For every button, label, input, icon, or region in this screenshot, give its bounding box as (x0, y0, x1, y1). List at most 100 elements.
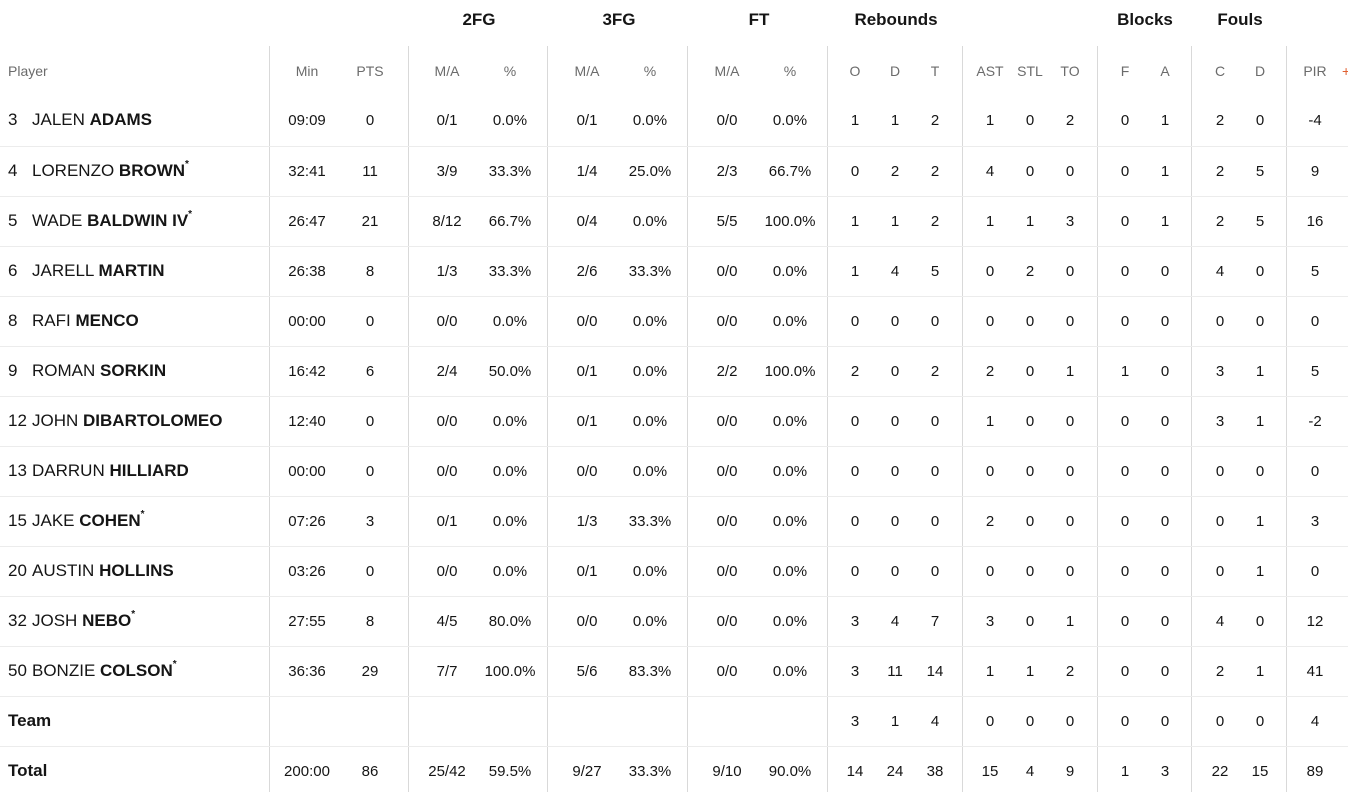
player-number: 32 (8, 611, 27, 630)
player-row: 9 ROMAN SORKIN 16:42 6 2/4 50.0% 0/1 0.0% 2/2 100… (0, 346, 1348, 397)
column-header-blocks-against[interactable]: A (1160, 63, 1170, 79)
column-header-ft-pct[interactable]: % (783, 63, 797, 79)
stat-pir: 0 (1310, 563, 1320, 580)
stat-pir: 9 (1310, 163, 1320, 180)
stat-steals: 0 (1025, 463, 1035, 480)
stat-blocks-against: 1 (1160, 112, 1170, 129)
player-first-name: DARRUN (32, 461, 105, 480)
player-name-link[interactable]: 12 JOHN DIBARTOLOMEO (8, 411, 222, 431)
stat-2fg-made-attempted: 1/3 (436, 263, 458, 280)
stat-reb-defensive: 24 (886, 763, 904, 780)
player-name-link[interactable]: 6 JARELL MARTIN (8, 261, 165, 281)
stat-turnovers: 1 (1065, 363, 1075, 380)
stat-blocks-against: 1 (1160, 213, 1170, 230)
player-name-link[interactable]: 4 LORENZO BROWN* (8, 159, 189, 181)
stat-pir: 41 (1306, 663, 1324, 680)
stat-2fg-made-attempted: 0/0 (436, 463, 458, 480)
stat-steals: 0 (1025, 713, 1035, 730)
stat-turnovers: 0 (1065, 713, 1075, 730)
column-header-player[interactable]: Player (8, 63, 48, 79)
stat-reb-defensive: 0 (890, 313, 900, 330)
column-header-turnovers[interactable]: TO (1060, 63, 1080, 79)
stat-2fg-pct: 0.0% (492, 313, 528, 330)
stat-steals: 2 (1025, 263, 1035, 280)
stat-min: 26:47 (288, 213, 326, 230)
stat-blocks-for: 1 (1120, 363, 1130, 380)
column-header-ft-made-attempted[interactable]: M/A (714, 63, 740, 79)
column-header-3fg-pct[interactable]: % (643, 63, 657, 79)
column-header-pts[interactable]: PTS (356, 63, 384, 79)
player-name-link[interactable]: 8 RAFI MENCO (8, 311, 139, 331)
player-name-link[interactable]: 5 WADE BALDWIN IV* (8, 209, 192, 231)
stat-fouls-drawn: 5 (1255, 163, 1265, 180)
stat-fouls-committed: 0 (1215, 563, 1225, 580)
group-title-ft: FT (748, 10, 770, 29)
column-header-2fg-made-attempted[interactable]: M/A (434, 63, 460, 79)
stat-turnovers: 0 (1065, 563, 1075, 580)
column-header-min[interactable]: Min (295, 63, 319, 79)
stat-3fg-made-attempted: 5/6 (576, 663, 598, 680)
player-name-link[interactable]: 50 BONZIE COLSON* (8, 659, 177, 681)
stat-fouls-committed: 2 (1215, 213, 1225, 230)
stat-ft-pct: 0.0% (772, 263, 808, 280)
player-name-link[interactable]: 20 AUSTIN HOLLINS (8, 561, 174, 581)
stat-fouls-committed: 0 (1215, 713, 1225, 730)
stat-fouls-drawn: 0 (1255, 112, 1265, 129)
column-header-steals[interactable]: STL (1017, 63, 1043, 79)
stat-3fg-pct: 25.0% (628, 163, 672, 180)
stat-min: 32:41 (288, 163, 326, 180)
stat-3fg-made-attempted: 0/1 (576, 363, 598, 380)
stat-reb-offensive: 0 (850, 313, 860, 330)
column-header-reb-total[interactable]: T (930, 63, 940, 79)
player-number: 15 (8, 511, 27, 530)
stat-assists: 0 (985, 463, 995, 480)
stat-blocks-for: 0 (1120, 263, 1130, 280)
stat-fouls-drawn: 1 (1255, 413, 1265, 430)
column-header-3fg-made-attempted[interactable]: M/A (574, 63, 600, 79)
stat-reb-total: 0 (930, 513, 940, 530)
stat-reb-total: 0 (930, 313, 940, 330)
player-name-link[interactable]: 13 DARRUN HILLIARD (8, 461, 189, 481)
stat-fouls-committed: 2 (1215, 163, 1225, 180)
stat-reb-offensive: 1 (850, 112, 860, 129)
column-header-reb-defensive[interactable]: D (889, 63, 901, 79)
stat-steals: 0 (1025, 613, 1035, 630)
player-name-link[interactable]: 3 JALEN ADAMS (8, 110, 152, 130)
column-header-pir[interactable]: PIR (1303, 63, 1327, 79)
stat-assists: 1 (985, 112, 995, 129)
stat-min: 26:38 (288, 263, 326, 280)
stat-pir: 5 (1310, 263, 1320, 280)
stat-reb-offensive: 0 (850, 413, 860, 430)
stat-reb-offensive: 0 (850, 163, 860, 180)
stat-pts: 21 (361, 213, 379, 230)
player-name-link[interactable]: 32 JOSH NEBO* (8, 609, 135, 631)
player-name-link[interactable]: 15 JAKE COHEN* (8, 509, 145, 531)
stat-3fg-made-attempted: 0/0 (576, 463, 598, 480)
stat-2fg-made-attempted: 0/1 (436, 513, 458, 530)
stat-turnovers: 0 (1065, 463, 1075, 480)
stat-reb-defensive: 0 (890, 563, 900, 580)
stat-fouls-committed: 0 (1215, 313, 1225, 330)
column-header-assists[interactable]: AST (976, 63, 1004, 79)
group-title-2fg: 2FG (462, 10, 496, 29)
stat-assists: 15 (981, 763, 999, 780)
column-header-blocks-for[interactable]: F (1120, 63, 1130, 79)
stat-fouls-drawn: 1 (1255, 663, 1265, 680)
column-header-fouls-drawn[interactable]: D (1254, 63, 1266, 79)
player-name-link[interactable]: 9 ROMAN SORKIN (8, 361, 166, 381)
player-first-name: JOHN (32, 411, 79, 430)
column-header-reb-offensive[interactable]: O (849, 63, 861, 79)
stat-fouls-drawn: 0 (1255, 313, 1265, 330)
player-number: 8 (8, 311, 18, 330)
stat-blocks-against: 0 (1160, 413, 1170, 430)
player-last-name: HOLLINS (99, 561, 174, 580)
column-header-2fg-pct[interactable]: % (503, 63, 517, 79)
stat-min: 00:00 (288, 463, 326, 480)
stat-assists: 4 (985, 163, 995, 180)
more-columns-icon[interactable]: + (1342, 63, 1348, 79)
stat-pts: 86 (361, 763, 379, 780)
column-header-fouls-committed[interactable]: C (1214, 63, 1226, 79)
stat-pir: 89 (1306, 763, 1324, 780)
stat-2fg-pct: 59.5% (488, 763, 532, 780)
stat-turnovers: 0 (1065, 163, 1075, 180)
